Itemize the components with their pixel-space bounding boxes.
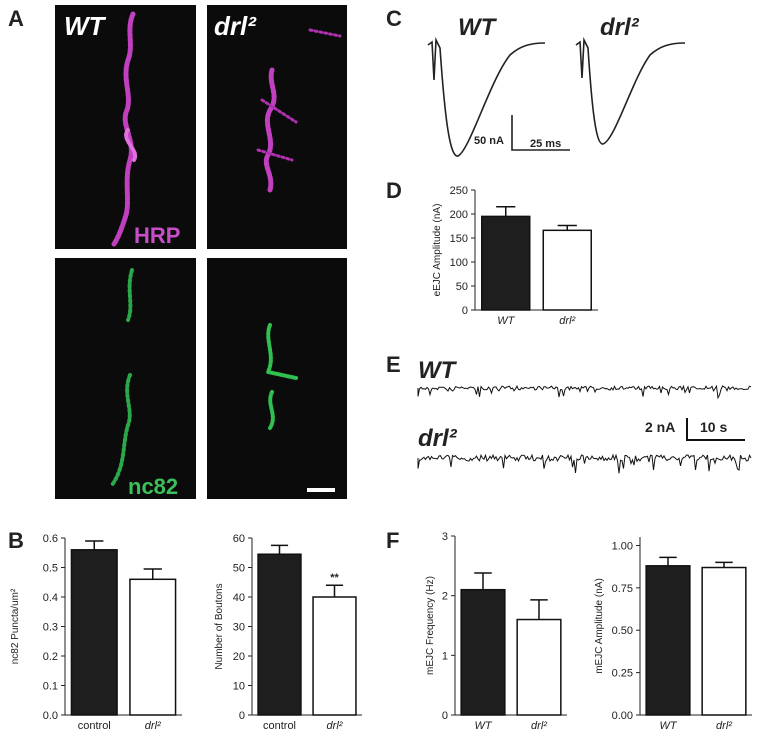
x-tick-label: drl² (716, 720, 732, 732)
y-tick-label: 0.00 (612, 710, 633, 722)
x-tick-label: drl² (559, 315, 575, 327)
bar (645, 565, 691, 716)
y-tick-label: 3 (442, 531, 448, 543)
y-tick-label: 40 (233, 592, 245, 604)
panel-letter: F (386, 528, 399, 553)
trace-label: drl² (418, 425, 458, 452)
micrograph (55, 258, 196, 499)
trace (417, 453, 752, 474)
trace (427, 36, 686, 157)
error-bar (530, 599, 548, 620)
stain-label: nc82 (128, 474, 178, 499)
bar (701, 566, 747, 716)
bar (70, 549, 118, 716)
y-tick-label: 50 (233, 563, 245, 575)
bar (312, 596, 357, 716)
error-bar (659, 556, 677, 566)
y-tick-label: 100 (450, 257, 468, 269)
y-tick-label: 150 (450, 233, 468, 245)
y-tick-label: 0.4 (43, 592, 58, 604)
micrograph (207, 258, 347, 499)
panel-letter: A (8, 6, 24, 31)
y-tick-label: 30 (233, 622, 245, 634)
micrograph (207, 5, 347, 249)
y-tick-label: 0.5 (43, 563, 58, 575)
bar (516, 618, 562, 716)
bar (481, 215, 531, 311)
bar (129, 578, 177, 716)
x-tick-label: control (78, 720, 111, 732)
bar (460, 588, 506, 716)
y-tick-label: 0.6 (43, 533, 58, 545)
x-tick-label: WT (497, 315, 515, 327)
x-tick-label: drl² (531, 720, 547, 732)
image-label: WT (64, 11, 107, 41)
trace-label: WT (418, 357, 458, 384)
error-bar (496, 206, 516, 217)
y-tick-label: 0.2 (43, 651, 58, 663)
y-axis-title: Number of Boutons (214, 583, 225, 669)
bar (542, 229, 592, 311)
scale-bar (686, 418, 745, 441)
trace-label: drl² (600, 14, 640, 41)
y-tick-label: 200 (450, 209, 468, 221)
y-tick-label: 0.0 (43, 710, 58, 722)
scale-label: 50 nA (474, 135, 504, 147)
stain-label: HRP (134, 223, 180, 248)
error-bar (85, 540, 104, 550)
bar (257, 553, 302, 716)
x-tick-label: drl² (327, 720, 343, 732)
panel-letter: E (386, 352, 401, 377)
y-tick-label: 0.3 (43, 622, 58, 634)
panel-letter: B (8, 528, 24, 553)
y-axis-title: eEJC Amplitude (nA) (432, 204, 443, 297)
y-tick-label: 0 (239, 710, 245, 722)
scale-label: 25 ms (530, 138, 561, 150)
error-bar (270, 544, 289, 555)
y-tick-label: 0.1 (43, 681, 58, 693)
y-tick-label: 0.50 (612, 625, 633, 637)
y-tick-label: 0.75 (612, 583, 633, 595)
y-tick-label: 20 (233, 651, 245, 663)
panel-letter: D (386, 178, 402, 203)
error-bar (325, 584, 344, 597)
annotation: ** (330, 572, 339, 584)
panel-letter: C (386, 6, 402, 31)
y-tick-label: 0 (462, 305, 468, 317)
x-tick-label: WT (474, 720, 492, 732)
y-tick-label: 1.00 (612, 540, 633, 552)
y-tick-label: 50 (456, 281, 468, 293)
y-axis-title: mEJC Amplitude (nA) (594, 578, 605, 674)
error-bar (715, 561, 733, 568)
scale-label: 2 nA (645, 419, 675, 435)
x-tick-label: drl² (145, 720, 161, 732)
y-tick-label: 1 (442, 650, 448, 662)
y-axis-title: mEJC Frequency (Hz) (425, 576, 436, 675)
trace (417, 384, 752, 400)
scale-label: 10 s (700, 419, 727, 435)
x-tick-label: WT (659, 720, 677, 732)
trace-label: WT (458, 14, 498, 41)
error-bar (557, 224, 577, 231)
y-tick-label: 60 (233, 533, 245, 545)
y-tick-label: 0.25 (612, 668, 633, 680)
y-tick-label: 250 (450, 185, 468, 197)
image-label: drl² (214, 11, 257, 41)
error-bar (474, 572, 492, 590)
x-tick-label: control (263, 720, 296, 732)
staining (110, 11, 342, 487)
y-tick-label: 10 (233, 681, 245, 693)
y-tick-label: 0 (442, 710, 448, 722)
error-bar (143, 568, 162, 580)
y-axis-title: nc82 Puncta/um² (10, 588, 21, 664)
y-tick-label: 2 (442, 591, 448, 603)
